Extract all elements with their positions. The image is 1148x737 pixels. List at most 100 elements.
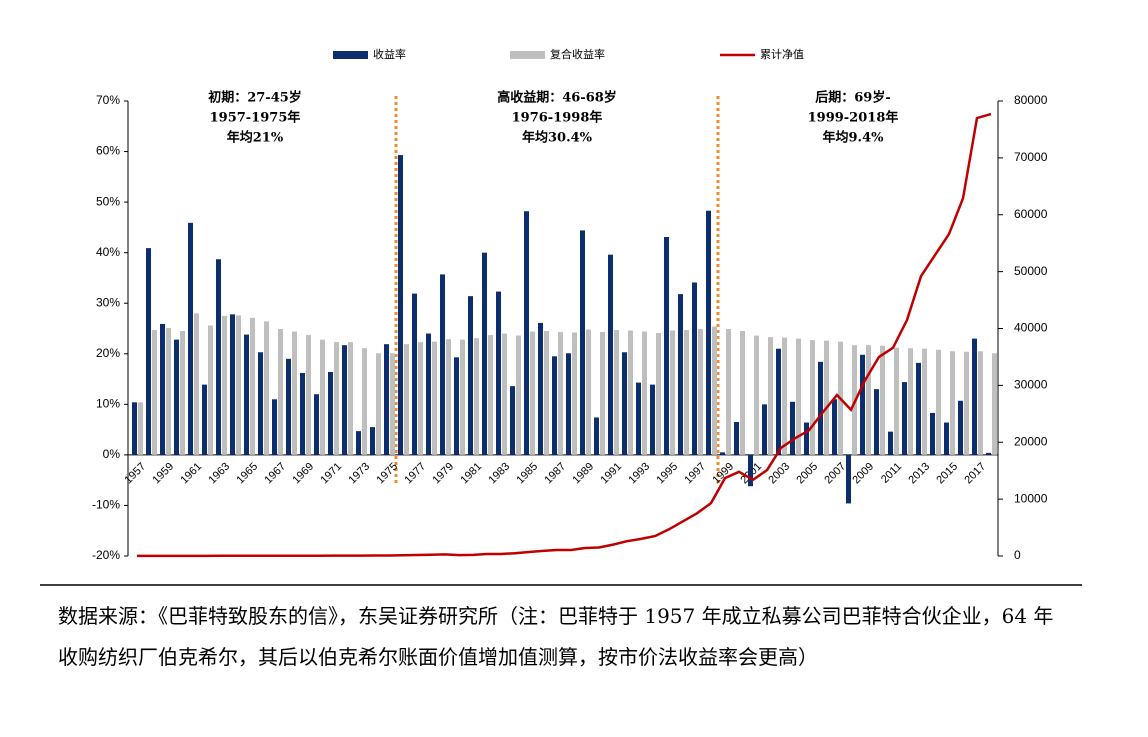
bar: [362, 348, 367, 455]
x-tick-label: 1991: [598, 461, 624, 487]
bar: [950, 351, 955, 455]
bar: [202, 384, 207, 455]
period-annotation: 1976-1998年: [512, 110, 603, 126]
y-tick-label: 60%: [96, 144, 120, 158]
bar: [846, 454, 851, 504]
bar: [530, 331, 535, 455]
bar: [552, 356, 557, 455]
bar: [412, 293, 417, 455]
bar: [916, 362, 921, 455]
bar: [502, 333, 507, 455]
bar: [824, 340, 829, 455]
bar: [748, 454, 753, 487]
bar: [188, 222, 193, 455]
bar: [194, 313, 199, 455]
legend-label: 收益率: [373, 47, 406, 61]
bar: [544, 331, 549, 455]
bar: [762, 404, 767, 455]
y2-tick-label: 40000: [1014, 321, 1048, 335]
x-tick-label: 1995: [654, 461, 680, 487]
x-tick-label: 2005: [794, 461, 820, 487]
bar: [160, 323, 165, 455]
bar: [132, 402, 137, 455]
bar: [622, 352, 627, 455]
y-tick-label: 50%: [96, 194, 120, 208]
x-tick-label: 2013: [906, 461, 932, 487]
bar: [250, 317, 255, 455]
y-tick-label: 0%: [103, 447, 121, 461]
bar: [222, 315, 227, 455]
x-tick-label: 1965: [234, 461, 260, 487]
x-tick-label: 1981: [458, 461, 484, 487]
period-annotation: 年均9.4%: [823, 130, 885, 146]
x-tick-label: 1963: [206, 461, 232, 487]
bar: [804, 422, 809, 455]
y2-tick-label: 20000: [1014, 434, 1048, 448]
bar: [692, 282, 697, 455]
period-annotation: 后期：69岁-: [815, 90, 891, 106]
bar: [524, 211, 529, 455]
bar: [740, 331, 745, 455]
bar: [796, 338, 801, 455]
x-tick-label: 1979: [430, 461, 456, 487]
period-annotation: 1957-1975年: [210, 110, 301, 126]
bar: [600, 332, 605, 455]
bar: [174, 339, 179, 455]
bar: [244, 334, 249, 455]
bar: [670, 330, 675, 455]
bar: [496, 291, 501, 455]
bar: [356, 431, 361, 455]
bar: [272, 399, 277, 455]
bar: [664, 236, 669, 455]
x-tick-label: 1957: [122, 461, 148, 487]
bar: [888, 431, 893, 455]
bar: [342, 345, 347, 455]
x-tick-label: 1971: [318, 461, 344, 487]
y2-tick-label: 70000: [1014, 150, 1048, 164]
bar: [166, 327, 171, 455]
bar: [720, 452, 725, 455]
bar: [236, 315, 241, 455]
y2-tick-label: 30000: [1014, 378, 1048, 392]
bar: [566, 353, 571, 455]
bar: [712, 326, 717, 455]
bar: [474, 338, 479, 455]
x-tick-label: 2009: [850, 461, 876, 487]
bar: [398, 155, 403, 455]
bar: [650, 384, 655, 455]
x-tick-label: 2011: [879, 461, 904, 486]
bar: [538, 322, 543, 455]
bar: [432, 341, 437, 455]
bar: [972, 338, 977, 455]
x-tick-label: 1985: [514, 461, 540, 487]
bar: [776, 348, 781, 455]
y2-tick-label: 80000: [1014, 93, 1048, 107]
bar: [614, 330, 619, 455]
bar: [642, 331, 647, 455]
x-tick-label: 1987: [542, 461, 568, 487]
x-tick-label: 1973: [346, 461, 372, 487]
bar: [922, 348, 927, 455]
bar: [488, 335, 493, 455]
y-tick-label: -20%: [92, 548, 120, 562]
y-tick-label: 40%: [96, 245, 120, 259]
bar: [216, 259, 221, 455]
bar: [964, 351, 969, 455]
x-tick-label: 2017: [962, 461, 988, 487]
bar: [230, 314, 235, 455]
x-tick-label: 2007: [822, 461, 848, 487]
bar: [292, 331, 297, 455]
bar: [754, 335, 759, 455]
x-tick-label: 1967: [262, 461, 288, 487]
bar: [146, 248, 151, 455]
bar: [818, 361, 823, 455]
bar: [468, 296, 473, 455]
bar: [782, 337, 787, 455]
bar: [384, 344, 389, 455]
bar: [678, 294, 683, 455]
bar: [348, 342, 353, 455]
bar: [608, 254, 613, 455]
period-annotation: 年均21%: [227, 130, 284, 146]
bar: [306, 335, 311, 455]
bar: [334, 342, 339, 455]
